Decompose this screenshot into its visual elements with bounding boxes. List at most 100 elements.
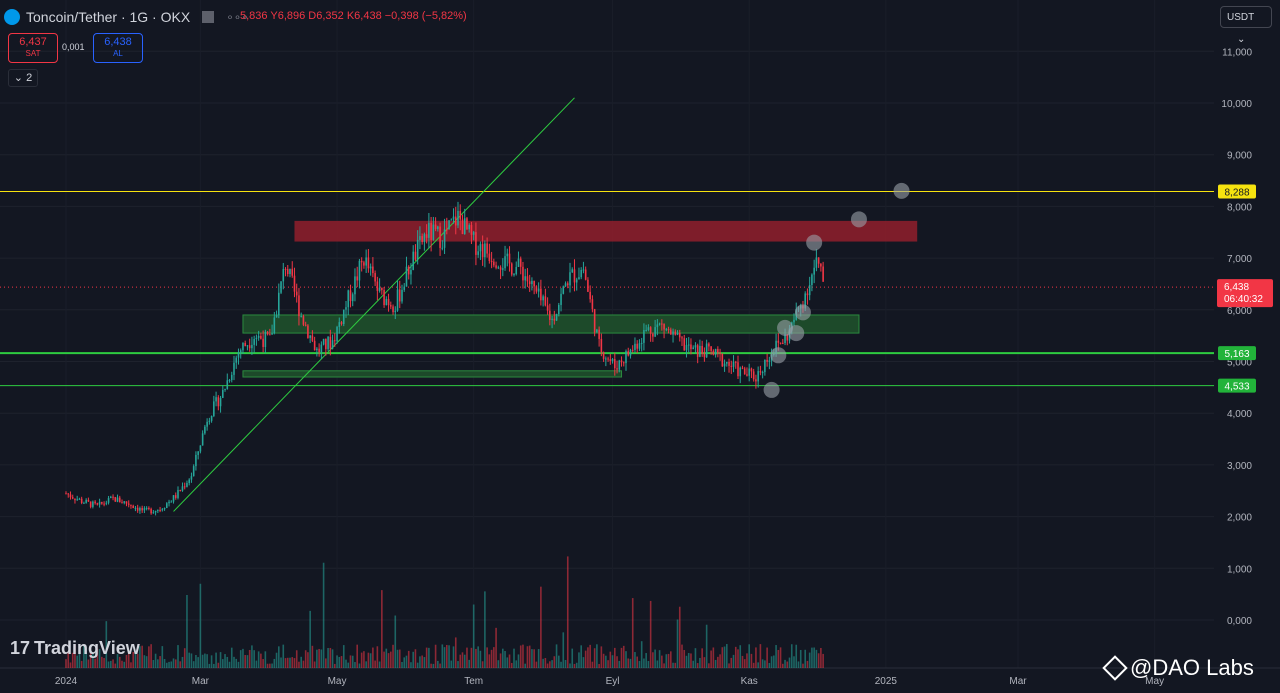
candle-body — [166, 503, 168, 509]
candle-body — [569, 272, 571, 286]
volume-bar — [439, 663, 441, 668]
flag-icon[interactable] — [202, 11, 215, 23]
candle-body — [600, 338, 603, 353]
buy-button[interactable]: 6,438 AL — [93, 33, 143, 63]
symbol-header[interactable]: Toncoin/Tether · 1G · OKX ∘∘∘ — [4, 6, 249, 28]
volume-bar — [622, 645, 625, 668]
candle-body — [89, 501, 92, 507]
candle-body — [190, 476, 193, 480]
volume-bar — [555, 644, 558, 668]
volume-bar — [515, 660, 518, 668]
candle-body — [558, 304, 560, 315]
candle-body — [242, 342, 244, 351]
volume-bar — [347, 662, 350, 668]
volume-bar — [452, 646, 455, 668]
candle-body — [161, 509, 164, 511]
volume-bar — [614, 647, 616, 668]
candle-body — [636, 343, 638, 349]
candle-body — [329, 336, 332, 349]
candle-body — [537, 288, 540, 292]
candle-body — [517, 258, 520, 267]
volume-bar — [204, 653, 206, 668]
candle-body — [654, 327, 656, 337]
volume-bar — [248, 649, 251, 668]
volume-bar — [441, 644, 444, 668]
x-axis[interactable]: 2024 Mar May Tem Eyl Kas 2025 Mar May — [55, 676, 1164, 687]
volume-bar — [746, 653, 748, 668]
candle-body — [269, 334, 271, 336]
volume-bar — [513, 648, 515, 668]
currency-selector[interactable]: USDT ⌄ — [1220, 6, 1272, 45]
volume-bar — [295, 650, 298, 668]
volume-bar — [656, 660, 659, 668]
volume-bar — [546, 663, 549, 668]
candle-body — [125, 501, 128, 504]
volume-bar — [118, 656, 121, 668]
indicators-toggle[interactable]: ⌄ 2 — [8, 69, 38, 87]
support-2-price-label-bg — [1218, 378, 1256, 393]
volume-bar — [721, 647, 724, 668]
symbol-title[interactable]: Toncoin/Tether · 1G · OKX — [26, 9, 191, 25]
candle-body — [251, 344, 253, 349]
currency-label: USDT — [1227, 12, 1255, 23]
candle-body — [316, 348, 318, 351]
y-tick-label: 9,000 — [1227, 151, 1252, 162]
volume-bar — [67, 652, 70, 668]
candle-body — [508, 253, 511, 264]
candle-body — [376, 281, 379, 291]
volume-bar — [316, 649, 318, 668]
candle-body — [136, 507, 139, 511]
candle-body — [616, 368, 618, 370]
volume-bar — [329, 647, 332, 668]
grid — [0, 50, 1280, 669]
candle-body — [553, 318, 556, 321]
volume-bar — [282, 644, 285, 668]
volume-bar — [752, 662, 755, 668]
volume-bar — [199, 583, 202, 668]
candle-body — [737, 362, 739, 377]
volume-bar — [517, 654, 520, 668]
volume-bar — [157, 659, 159, 668]
horizontal-levels — [0, 191, 1214, 387]
volume-bar — [336, 655, 338, 668]
volume-bar — [611, 655, 614, 668]
volume-bar — [717, 656, 719, 668]
candle-body — [784, 334, 786, 344]
candle-body — [118, 497, 121, 503]
tradingview-logo[interactable]: 17 TradingView — [10, 638, 140, 659]
more-dots-icon[interactable]: ∘∘∘ — [226, 10, 249, 24]
candle-body — [239, 350, 242, 353]
x-tick-label: Kas — [741, 676, 758, 687]
candle-body — [732, 361, 735, 367]
candle-body — [208, 420, 211, 422]
volume-bar — [280, 657, 282, 668]
x-tick-label: Mar — [192, 676, 210, 687]
candle-body — [206, 421, 208, 427]
volume-bar — [560, 661, 562, 668]
candle-body — [528, 281, 531, 285]
candle-body — [390, 305, 392, 307]
y-axis[interactable]: 11,000 10,000 9,000 8,000 7,000 6,000 5,000 4,0… — [1221, 47, 1252, 627]
chevron-down-icon: ⌄ — [1237, 34, 1246, 45]
volume-bar — [701, 648, 703, 668]
volume-bar — [773, 655, 775, 668]
volume-bar — [215, 652, 217, 668]
candle-body — [266, 331, 269, 335]
candle-body — [782, 342, 784, 344]
volume-bar — [309, 610, 311, 668]
candle-body — [71, 497, 74, 499]
volume-bar — [349, 655, 352, 668]
candle-body — [121, 502, 123, 504]
volume-bar — [381, 590, 383, 668]
volume-bar — [575, 662, 578, 668]
volume-bar — [419, 656, 421, 668]
candle-body — [701, 345, 703, 354]
candle-body — [640, 342, 643, 344]
volume-bar — [139, 646, 141, 668]
volume-bar — [354, 662, 356, 668]
volume-bar — [437, 660, 439, 668]
candle-body — [674, 331, 677, 335]
sell-button[interactable]: 6,437 SAT — [8, 33, 58, 63]
candle-body — [381, 287, 383, 291]
